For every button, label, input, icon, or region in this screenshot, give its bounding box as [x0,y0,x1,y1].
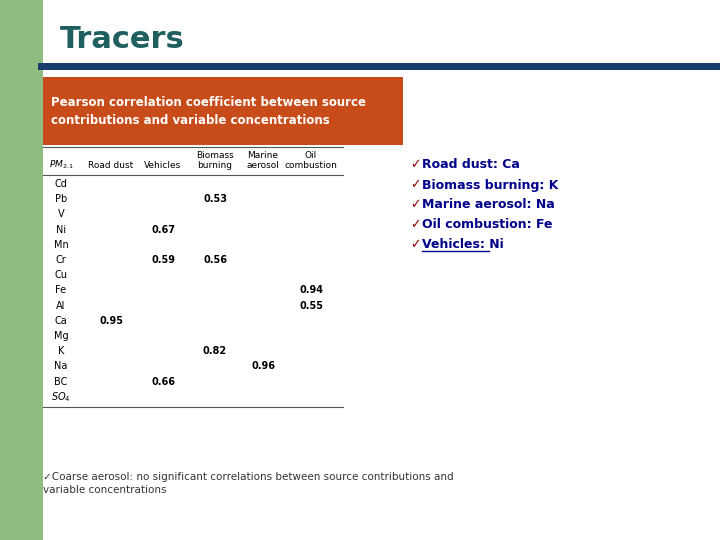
Text: Marine: Marine [248,151,279,159]
Text: burning: burning [197,160,233,170]
Text: aerosol: aerosol [246,160,279,170]
Text: combustion: combustion [284,160,338,170]
Text: Oil combustion: Fe: Oil combustion: Fe [422,219,552,232]
Text: contributions and variable concentrations: contributions and variable concentration… [51,114,330,127]
Text: ✓: ✓ [410,199,420,212]
Text: Ni: Ni [56,225,66,234]
Text: K: K [58,346,64,356]
Text: Ca: Ca [55,316,68,326]
Text: V: V [58,210,64,219]
Text: Biomass: Biomass [196,151,234,159]
Text: 0.55: 0.55 [299,301,323,310]
Text: Vehicles: Ni: Vehicles: Ni [422,239,504,252]
Text: Pearson correlation coefficient between source: Pearson correlation coefficient between … [51,97,366,110]
Text: Pb: Pb [55,194,67,204]
Text: Cd: Cd [55,179,68,189]
Text: $SO_4$: $SO_4$ [51,390,71,404]
Text: Cu: Cu [55,270,68,280]
Bar [38,63,720,70]
Text: 0.53: 0.53 [203,194,227,204]
Text: ✓: ✓ [410,239,420,252]
Text: 0.82: 0.82 [203,346,227,356]
Text: 0.94: 0.94 [299,286,323,295]
Text: Oil: Oil [305,151,317,159]
Bar [43,77,403,145]
Text: ✓: ✓ [410,179,420,192]
Text: 0.96: 0.96 [251,361,275,372]
Text: ✓: ✓ [410,159,420,172]
Text: $PM_{2.1}$: $PM_{2.1}$ [49,159,73,171]
Text: variable concentrations: variable concentrations [43,485,166,495]
Text: Cr: Cr [55,255,66,265]
Text: Na: Na [54,361,68,372]
Text: Vehicles: Vehicles [145,160,181,170]
Text: 0.95: 0.95 [99,316,123,326]
Text: Al: Al [56,301,66,310]
Text: Mg: Mg [54,331,68,341]
Text: Fe: Fe [55,286,66,295]
Text: Marine aerosol: Na: Marine aerosol: Na [422,199,554,212]
Text: 0.67: 0.67 [151,225,175,234]
Text: ✓: ✓ [410,219,420,232]
Text: BC: BC [54,376,68,387]
Text: Road dust: Ca: Road dust: Ca [422,159,520,172]
Text: Tracers: Tracers [60,25,185,55]
Text: 0.59: 0.59 [151,255,175,265]
Text: Road dust: Road dust [89,160,134,170]
Text: Biomass burning: K: Biomass burning: K [422,179,559,192]
Text: ✓Coarse aerosol: no significant correlations between source contributions and: ✓Coarse aerosol: no significant correlat… [43,472,454,482]
Text: Mn: Mn [53,240,68,250]
FancyBboxPatch shape [0,0,43,540]
Text: 0.66: 0.66 [151,376,175,387]
Text: 0.56: 0.56 [203,255,227,265]
